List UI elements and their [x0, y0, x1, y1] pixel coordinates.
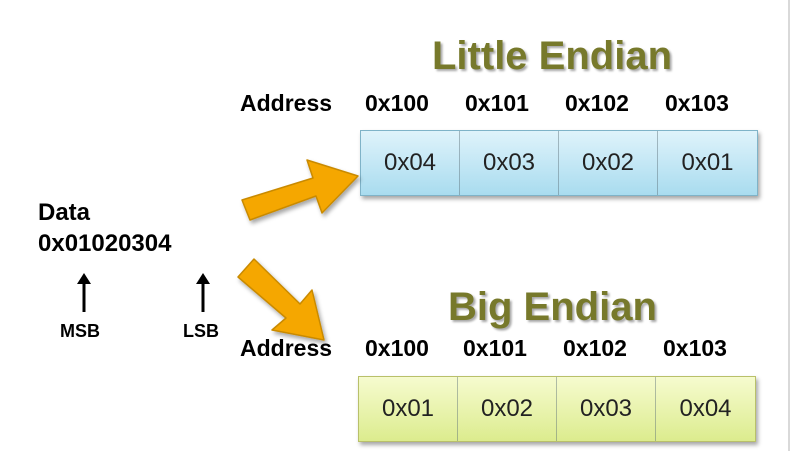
little-endian-cell-1: 0x03	[460, 131, 559, 195]
big-endian-cell-3: 0x04	[656, 377, 755, 441]
msb-up-arrow-icon	[77, 273, 91, 312]
edge-divider	[788, 0, 790, 451]
big-endian-address-3: 0x103	[663, 335, 727, 361]
big-endian-cell-2: 0x03	[557, 377, 656, 441]
little-endian-cell-0: 0x04	[361, 131, 460, 195]
right-arrow-icon	[241, 159, 359, 221]
little-endian-address-2: 0x102	[565, 90, 629, 116]
big-endian-title: Big Endian	[448, 285, 657, 329]
big-endian-memory-row: 0x01 0x02 0x03 0x04	[358, 376, 756, 442]
big-endian-address-1: 0x101	[463, 335, 527, 361]
big-endian-address-0: 0x100	[365, 335, 429, 361]
little-endian-address-1: 0x101	[465, 90, 529, 116]
big-endian-address-2: 0x102	[563, 335, 627, 361]
data-value: 0x01020304	[38, 230, 172, 257]
right-arrow-icon	[237, 258, 325, 341]
msb-label: MSB	[60, 321, 100, 341]
big-endian-cell-1: 0x02	[458, 377, 557, 441]
little-endian-address-3: 0x103	[665, 90, 729, 116]
lsb-label: LSB	[183, 321, 219, 341]
little-endian-cell-2: 0x02	[559, 131, 658, 195]
big-endian-cell-0: 0x01	[359, 377, 458, 441]
orange-arrows	[237, 159, 359, 341]
little-endian-memory-row: 0x04 0x03 0x02 0x01	[360, 130, 758, 196]
little-endian-title: Little Endian	[432, 34, 672, 78]
little-endian-cell-3: 0x01	[658, 131, 757, 195]
data-label: Data	[38, 199, 91, 226]
lsb-up-arrow-icon	[196, 273, 210, 312]
little-endian-address-label: Address	[240, 90, 333, 116]
little-endian-address-0: 0x100	[365, 90, 429, 116]
